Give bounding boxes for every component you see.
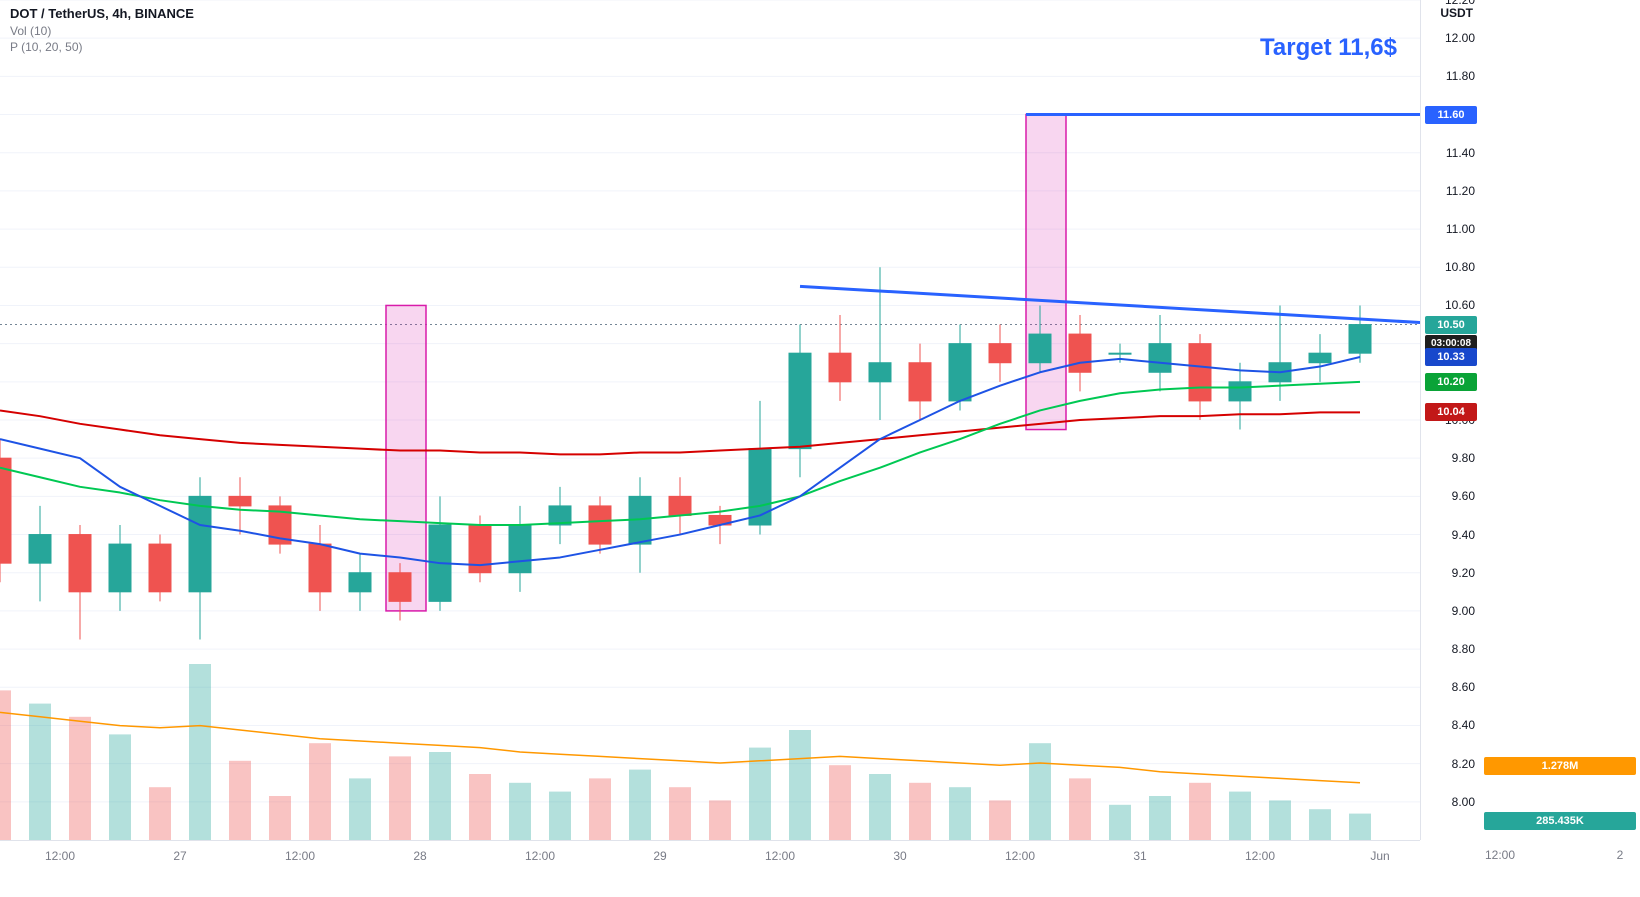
- currency-label: USDT: [1440, 6, 1473, 20]
- y-tick: 10.80: [1445, 260, 1475, 274]
- price-badge: 10.04: [1425, 403, 1477, 421]
- y-tick: 12.20: [1445, 0, 1475, 7]
- x-tick: 12:00: [525, 849, 555, 863]
- y-tick: 9.00: [1452, 604, 1475, 618]
- x-tick: 12:00: [765, 849, 795, 863]
- vol-legend: Vol (10): [10, 24, 51, 38]
- y-tick: 9.40: [1452, 528, 1475, 542]
- x-tick: 12:00: [45, 849, 75, 863]
- x-tick: 12:00: [1005, 849, 1035, 863]
- price-axis: USDT 8.00 8.20 8.40 8.60 8.80 9.00 9.20 9.40 9.6…: [1420, 0, 1481, 840]
- y-tick: 8.60: [1452, 680, 1475, 694]
- price-badge: 10.50: [1425, 316, 1477, 334]
- symbol-title: DOT / TetherUS, 4h, BINANCE: [10, 6, 194, 21]
- x-tick: 29: [653, 849, 666, 863]
- y-tick: 8.00: [1452, 795, 1475, 809]
- x-tick: 2: [1617, 848, 1624, 862]
- price-badge: 11.60: [1425, 106, 1477, 124]
- y-tick: 11.40: [1446, 146, 1475, 160]
- y-tick: 8.20: [1452, 757, 1475, 771]
- x-tick: 28: [413, 849, 426, 863]
- price-badge: 10.33: [1425, 348, 1477, 366]
- x-tick: 12:00: [285, 849, 315, 863]
- y-tick: 11.20: [1446, 184, 1475, 198]
- x-tick: 12:00: [1485, 848, 1515, 862]
- y-tick: 11.80: [1446, 69, 1475, 83]
- y-tick: 9.20: [1452, 566, 1475, 580]
- y-tick: 11.00: [1446, 222, 1475, 236]
- price-badge: 1.278M: [1484, 757, 1636, 775]
- price-badge: 285.435K: [1484, 812, 1636, 830]
- y-tick: 12.00: [1445, 31, 1475, 45]
- y-tick: 10.60: [1445, 298, 1475, 312]
- x-tick: 27: [173, 849, 186, 863]
- x-tick: 31: [1133, 849, 1146, 863]
- target-annotation: Target 11,6$: [1260, 34, 1397, 62]
- y-tick: 9.80: [1452, 451, 1475, 465]
- x-tick: 30: [893, 849, 906, 863]
- price-badge-column: 1.278M 285.435K: [1480, 0, 1640, 840]
- price-badge: 10.20: [1425, 373, 1477, 391]
- y-tick: 8.40: [1452, 718, 1475, 732]
- x-tick: Jun: [1370, 849, 1389, 863]
- y-tick: 9.60: [1452, 489, 1475, 503]
- price-chart-panel[interactable]: DOT / TetherUS, 4h, BINANCE Vol (10) P (…: [0, 0, 1420, 840]
- x-tick: 12:00: [1245, 849, 1275, 863]
- p-legend: P (10, 20, 50): [10, 40, 83, 54]
- y-tick: 8.80: [1452, 642, 1475, 656]
- chart-svg: [0, 0, 1420, 840]
- time-axis: 12:00 27 12:00 28 12:00 29 12:00 30 12:00 31 12:00…: [0, 840, 1420, 897]
